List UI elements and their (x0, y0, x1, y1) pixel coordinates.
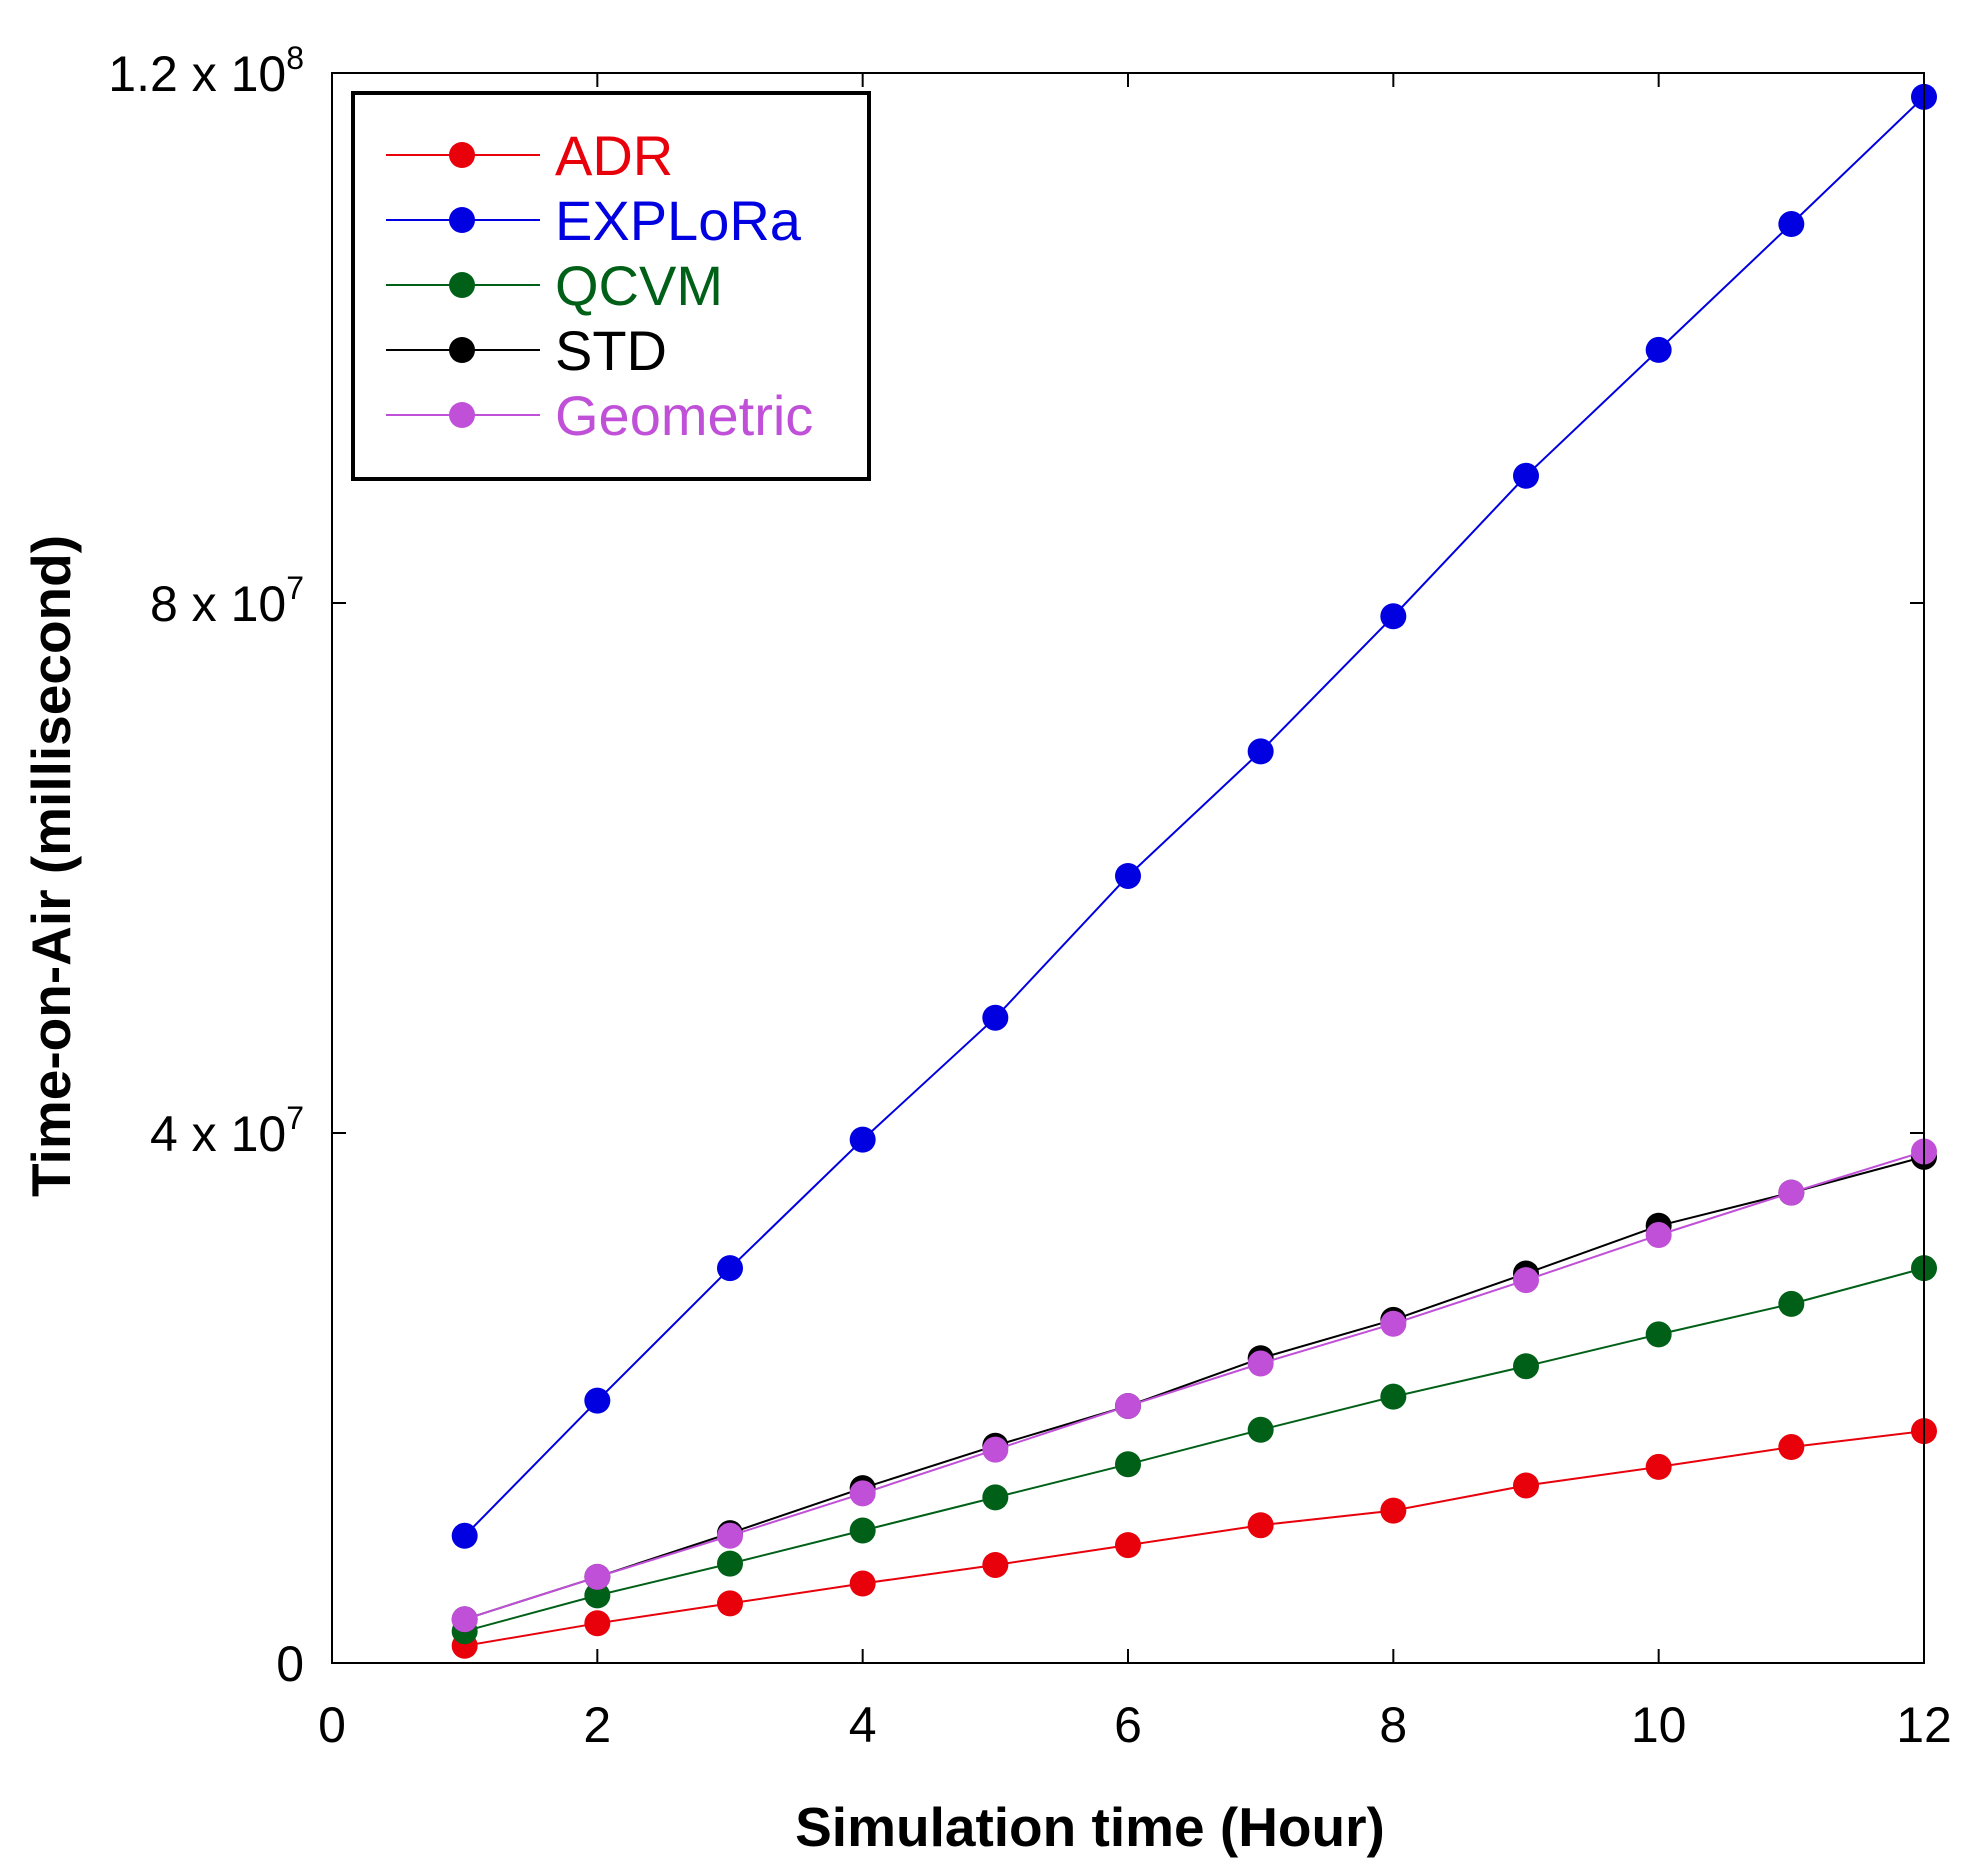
data-point-geometric (584, 1563, 611, 1590)
x-tick-label: 6 (1114, 1697, 1142, 1753)
legend-item-qcvm: QCVM (386, 254, 723, 317)
data-point-geometric (717, 1522, 743, 1549)
legend-label-qcvm: QCVM (555, 254, 723, 317)
x-tick-label: 0 (318, 1697, 346, 1753)
data-point-adr (849, 1570, 876, 1597)
legend-label-std: STD (555, 319, 667, 382)
data-point-qcvm (1513, 1353, 1539, 1380)
data-point-adr (1513, 1472, 1539, 1499)
y-tick-exponent: 8 (286, 40, 304, 76)
x-tick-label: 2 (583, 1697, 611, 1753)
y-tick-exponent: 7 (286, 1100, 304, 1136)
data-point-geometric (1115, 1392, 1141, 1419)
data-point-explora (1247, 738, 1274, 765)
data-point-explora (584, 1387, 611, 1414)
data-point-geometric (982, 1436, 1009, 1463)
data-point-adr (1645, 1453, 1672, 1480)
data-point-geometric (1380, 1310, 1407, 1337)
data-point-adr (717, 1590, 743, 1617)
data-point-qcvm (1115, 1451, 1141, 1478)
x-axis-title: Simulation time (Hour) (795, 1796, 1385, 1858)
data-point-qcvm (982, 1484, 1009, 1511)
series-explora (451, 83, 1937, 1549)
data-point-adr (1115, 1532, 1141, 1559)
series-layer (451, 83, 1937, 1659)
legend-marker-qcvm (449, 272, 475, 298)
data-point-qcvm (584, 1582, 611, 1609)
data-point-explora (1513, 462, 1539, 489)
data-point-adr (1247, 1512, 1274, 1539)
data-point-qcvm (717, 1550, 743, 1577)
legend-marker-std (449, 337, 475, 363)
data-point-explora (451, 1522, 478, 1549)
data-point-explora (982, 1004, 1009, 1031)
y-tick-label: 4 x 107 (150, 1100, 304, 1162)
series-geometric (451, 1138, 1937, 1633)
data-point-geometric (849, 1480, 876, 1507)
data-point-adr (1380, 1497, 1407, 1524)
legend-item-explora: EXPLoRa (386, 189, 802, 252)
legend-marker-adr (449, 142, 475, 168)
y-tick-label: 0 (276, 1636, 304, 1692)
y-tick-exponent: 7 (286, 570, 304, 606)
data-point-qcvm (849, 1517, 876, 1544)
data-point-explora (1115, 862, 1141, 889)
legend-label-geometric: Geometric (555, 384, 813, 447)
y-tick-mantissa: 0 (276, 1636, 304, 1692)
data-point-geometric (1247, 1350, 1274, 1377)
data-point-geometric (1778, 1179, 1805, 1206)
legend-item-std: STD (386, 319, 667, 382)
data-point-qcvm (1380, 1383, 1407, 1410)
data-point-adr (982, 1551, 1009, 1578)
data-point-geometric (1513, 1267, 1539, 1294)
x-tick-label: 8 (1379, 1697, 1407, 1753)
data-point-explora (1778, 211, 1805, 238)
data-point-adr (584, 1610, 611, 1637)
data-point-adr (1778, 1434, 1805, 1461)
series-line-explora (463, 96, 1925, 1537)
data-point-explora (717, 1255, 743, 1282)
legend-marker-geometric (449, 402, 475, 428)
x-tick-label: 12 (1896, 1697, 1952, 1753)
series-qcvm (451, 1255, 1937, 1645)
series-line-qcvm (464, 1267, 1925, 1633)
x-tick-label: 4 (849, 1697, 877, 1753)
data-point-explora (1645, 336, 1672, 363)
series-line-std (464, 1155, 1925, 1621)
y-tick-mantissa: 4 x 10 (150, 1106, 286, 1162)
y-axis-title: Time-on-Air (millisecond) (20, 535, 82, 1197)
y-tick-label: 8 x 107 (150, 570, 304, 632)
legend-marker-explora (449, 207, 475, 233)
data-point-explora (1380, 603, 1407, 630)
legend-item-adr: ADR (386, 124, 673, 187)
legend-label-explora: EXPLoRa (555, 189, 802, 252)
data-point-explora (849, 1126, 876, 1153)
series-line-geometric (464, 1150, 1925, 1621)
data-point-qcvm (1247, 1416, 1274, 1443)
data-point-qcvm (1645, 1321, 1672, 1348)
data-point-geometric (451, 1606, 478, 1633)
data-point-qcvm (1778, 1290, 1805, 1317)
x-tick-label: 10 (1631, 1697, 1687, 1753)
y-tick-mantissa: 1.2 x 10 (108, 46, 286, 102)
ticks-layer (331, 72, 1925, 1664)
y-tick-mantissa: 8 x 10 (150, 576, 286, 632)
legend-item-geometric: Geometric (386, 384, 813, 447)
y-tick-label: 1.2 x 108 (108, 40, 304, 102)
series-line-adr (464, 1430, 1925, 1647)
legend-label-adr: ADR (555, 124, 673, 187)
data-point-geometric (1645, 1222, 1672, 1249)
series-adr (451, 1418, 1937, 1659)
